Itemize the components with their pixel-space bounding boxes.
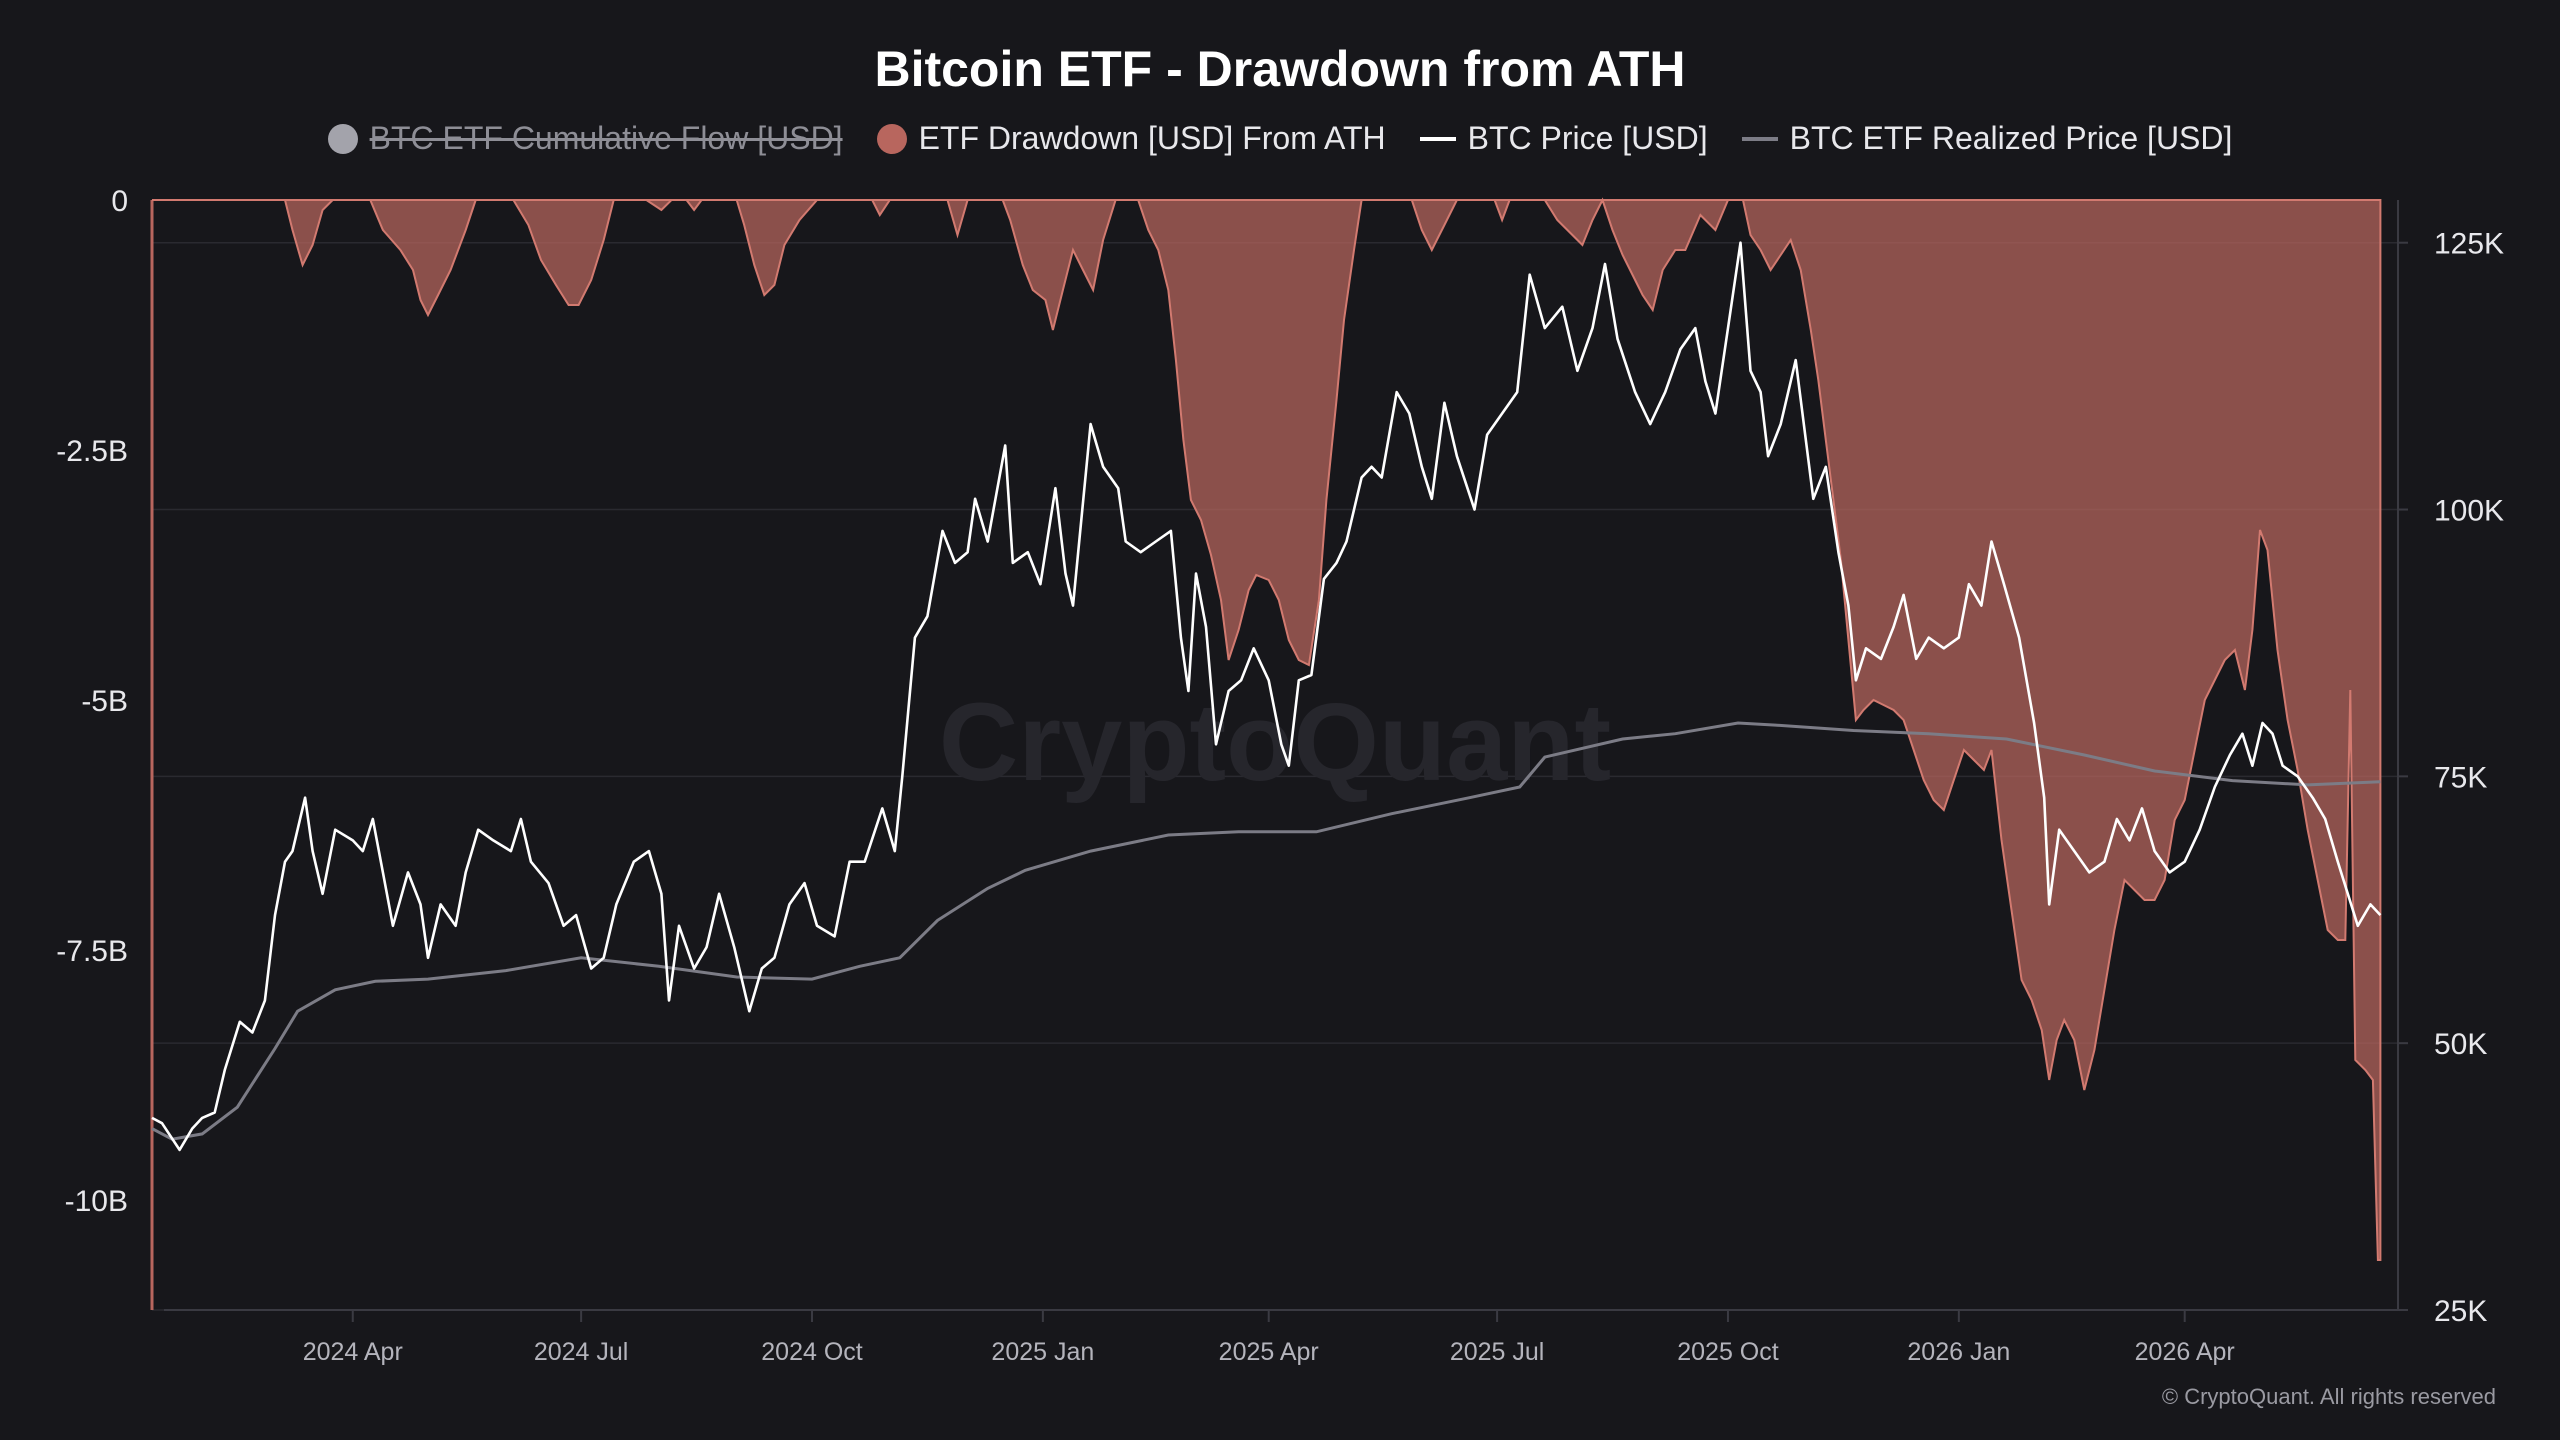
x-tick-label: 2025 Jan [991, 1338, 1094, 1366]
y-right-tick-label: 50K [2434, 1028, 2487, 1061]
series-btc-price-line [151, 241, 2382, 1152]
legend-item-3[interactable]: BTC ETF Realized Price [USD] [1741, 120, 2233, 157]
chart-legend: BTC ETF Cumulative Flow [USD] ETF Drawdow… [0, 120, 2560, 157]
y-right-tick-label: 75K [2434, 761, 2487, 794]
copyright-text: © CryptoQuant. All rights reserved [2161, 1384, 2496, 1409]
y-left-tick-label: -5B [81, 685, 128, 718]
legend-swatch [1741, 136, 1778, 141]
legend-item-2[interactable]: BTC Price [USD] [1419, 120, 1708, 157]
y-left-tick-label: -7.5B [56, 935, 128, 968]
legend-label: BTC ETF Cumulative Flow [USD] [369, 120, 843, 156]
legend-label: ETF Drawdown [USD] From ATH [918, 120, 1386, 156]
x-tick-label: 2025 Jul [1450, 1338, 1545, 1366]
x-tick-label: 2024 Jul [534, 1338, 629, 1366]
legend-swatch [327, 123, 358, 154]
legend-swatch [876, 123, 907, 154]
x-tick-label: 2025 Apr [1219, 1338, 1319, 1366]
legend-item-0[interactable]: BTC ETF Cumulative Flow [USD] [327, 120, 843, 157]
x-tick-label: 2024 Apr [303, 1338, 403, 1366]
legend-item-1[interactable]: ETF Drawdown [USD] From ATH [876, 120, 1386, 157]
chart-title: Bitcoin ETF - Drawdown from ATH [874, 41, 1686, 97]
x-tick-label: 2026 Jan [1907, 1338, 2010, 1366]
y-left-tick-label: 0 [111, 185, 128, 218]
legend-label: BTC Price [USD] [1467, 120, 1708, 156]
series-realized-price-line [151, 721, 2381, 1141]
legend-label: BTC ETF Realized Price [USD] [1789, 120, 2233, 156]
legend-swatch [1419, 136, 1456, 141]
watermark: CryptoQuant [939, 681, 1611, 804]
x-tick-label: 2025 Oct [1677, 1338, 1779, 1366]
y-left-tick-label: -2.5B [56, 435, 128, 468]
y-right-tick-label: 125K [2434, 228, 2504, 261]
x-tick-label: 2026 Apr [2135, 1338, 2235, 1366]
y-left-tick-label: -10B [65, 1185, 128, 1218]
y-right-tick-label: 100K [2434, 495, 2504, 528]
y-right-tick-label: 25K [2434, 1295, 2487, 1328]
x-tick-label: 2024 Oct [761, 1338, 863, 1366]
series-drawdown-area [152, 197, 2382, 1261]
